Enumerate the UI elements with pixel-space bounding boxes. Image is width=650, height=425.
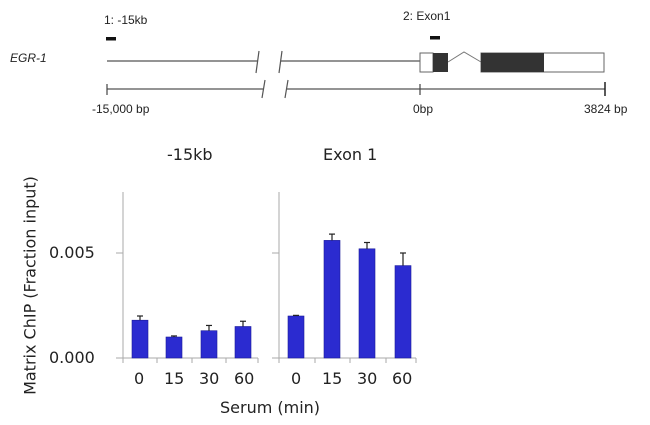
xtick-label: 60 bbox=[392, 369, 413, 388]
ytick-label: 0.000 bbox=[49, 348, 95, 367]
scale-start-label: -15,000 bp bbox=[92, 102, 150, 116]
panel-title-right: Exon 1 bbox=[323, 145, 378, 164]
xtick-label: 0 bbox=[134, 369, 145, 388]
xtick-label: 30 bbox=[199, 369, 220, 388]
probe-2-label: 2: Exon1 bbox=[403, 9, 451, 23]
panel-title-left: -15kb bbox=[167, 145, 213, 164]
bar bbox=[358, 248, 376, 359]
ytick-label: 0.005 bbox=[49, 243, 95, 262]
xtick-label: 60 bbox=[234, 369, 255, 388]
xtick-label: 15 bbox=[322, 369, 343, 388]
bar bbox=[394, 265, 412, 359]
exon1-coding bbox=[433, 53, 448, 72]
bar bbox=[165, 336, 183, 359]
scale-zero-label: 0bp bbox=[413, 102, 434, 116]
exon2-coding bbox=[481, 53, 544, 72]
gene-structure-graphic bbox=[106, 36, 606, 99]
bar bbox=[287, 315, 305, 359]
gene-name-label: EGR-1 bbox=[10, 51, 47, 65]
bar bbox=[234, 326, 252, 359]
probe-1-marker bbox=[106, 37, 116, 41]
xtick-label: 15 bbox=[164, 369, 185, 388]
probe-1-label: 1: -15kb bbox=[104, 13, 148, 27]
probe-2-marker bbox=[430, 36, 440, 40]
bar bbox=[323, 240, 341, 359]
x-axis-title: Serum (min) bbox=[220, 398, 321, 417]
scale-end-label: 3824 bp bbox=[584, 102, 628, 116]
xtick-label: 30 bbox=[357, 369, 378, 388]
bar bbox=[200, 330, 218, 359]
xtick-label: 0 bbox=[291, 369, 302, 388]
bar bbox=[131, 319, 149, 359]
